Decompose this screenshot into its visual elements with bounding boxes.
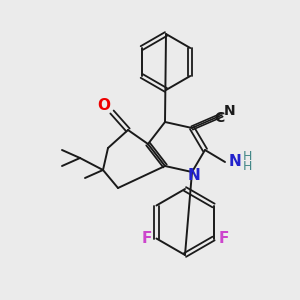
Text: N: N <box>188 169 200 184</box>
Text: O: O <box>98 98 110 113</box>
Text: N: N <box>229 154 242 169</box>
Text: H: H <box>242 160 252 173</box>
Text: N: N <box>224 104 236 118</box>
Text: F: F <box>218 231 229 246</box>
Text: F: F <box>141 231 152 246</box>
Text: H: H <box>242 151 252 164</box>
Text: C: C <box>214 111 224 125</box>
